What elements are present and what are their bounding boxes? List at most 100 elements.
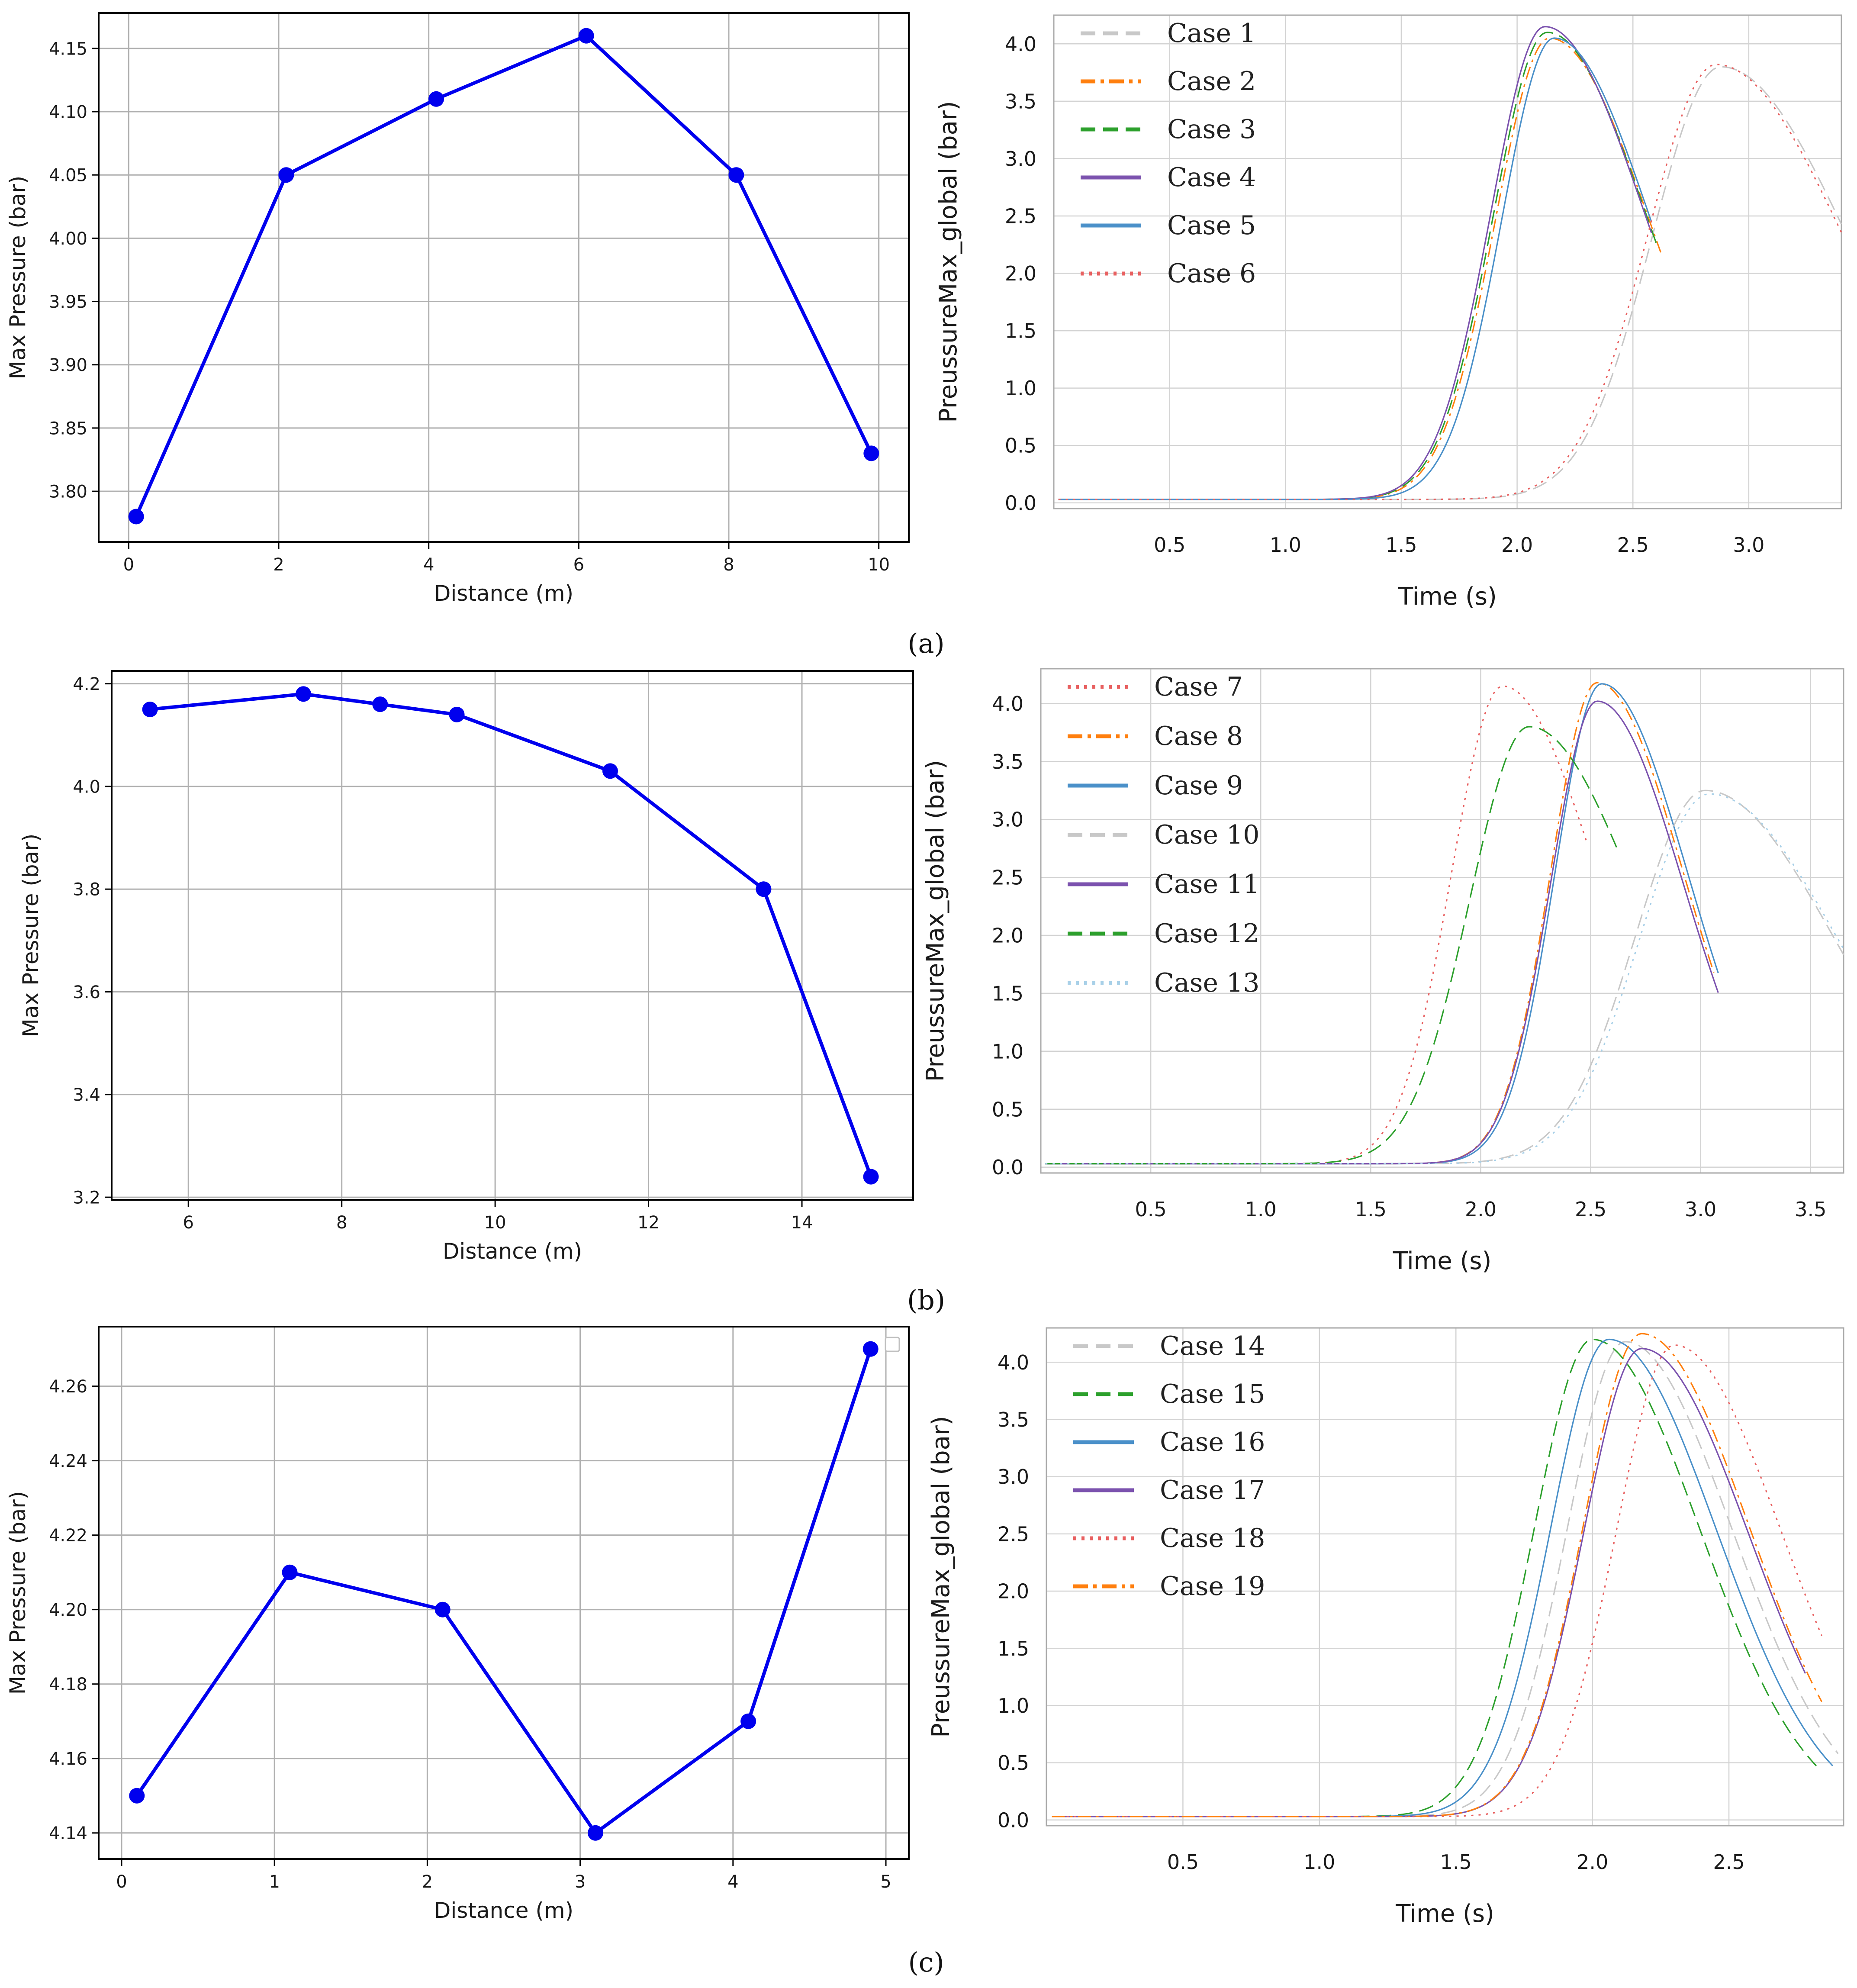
y-axis-label: PreussureMax_global (bar): [927, 1416, 955, 1738]
y-tick-label: 3.6: [73, 983, 100, 1002]
x-tick-label: 8: [723, 555, 734, 575]
legend-label: Case 14: [1160, 1331, 1265, 1361]
legend-label: Case 18: [1160, 1523, 1265, 1553]
x-tick-label: 2.0: [1577, 1850, 1608, 1874]
plot-frame: [111, 670, 914, 1201]
y-tick-label: 0.0: [1005, 491, 1036, 515]
x-axis-label: Distance (m): [443, 1239, 582, 1264]
chart-a-left: 0 2 4 6 8 10 3.80 3.85 3.90 3.95 4.00 4.05 4.10 4.15 D…: [5, 12, 910, 606]
chart-a-right: 0.5 1.0 1.5 2.0 2.5 3.0 0.0 0.5 1.0 1.5 2.0 2.5 3.0 3…: [934, 14, 1842, 611]
panel-label-a: (a): [908, 628, 944, 659]
legend-label: Case 9: [1154, 770, 1243, 801]
legend-label: Case 2: [1167, 66, 1256, 97]
x-tick-label: 4: [423, 555, 434, 575]
x-axis-label: Time (s): [1393, 1247, 1492, 1275]
y-tick-label: 1.5: [992, 982, 1023, 1005]
x-tick-label: 2.0: [1501, 533, 1533, 557]
y-tick-label: 3.95: [49, 292, 87, 312]
y-tick-label: 4.15: [49, 39, 87, 59]
data-point: [863, 1341, 879, 1357]
y-axis-label: Max Pressure (bar): [18, 834, 43, 1037]
legend-label: Case 15: [1160, 1379, 1265, 1409]
plot-frame: [1046, 1327, 1844, 1827]
series-line-case-5: [1058, 37, 1652, 500]
chart-b-left: 6 8 10 12 14 3.2 3.4 3.6 3.8 4.0 4.2 Distance (m) Ma…: [18, 670, 914, 1264]
y-tick-label: 3.0: [1005, 147, 1036, 171]
y-tick-label: 1.0: [992, 1040, 1023, 1063]
x-axis-label: Time (s): [1398, 583, 1497, 611]
x-tick-label: 6: [573, 555, 584, 575]
y-tick-label: 0.0: [998, 1808, 1029, 1832]
x-axis-label: Distance (m): [434, 581, 573, 606]
y-tick-label: 4.2: [73, 674, 100, 694]
plot-frame: [1040, 668, 1844, 1174]
y-tick-label: 3.90: [49, 355, 87, 375]
legend-label: Case 3: [1167, 114, 1256, 145]
data-point: [278, 167, 294, 183]
y-tick-label: 3.2: [73, 1188, 100, 1208]
data-line: [135, 1348, 872, 1835]
x-axis-label: Distance (m): [434, 1898, 573, 1923]
data-point: [142, 701, 158, 717]
x-tick-label: 0.5: [1154, 533, 1185, 557]
y-tick-label: 0.5: [998, 1751, 1029, 1775]
chart-c-right: 0.5 1.0 1.5 2.0 2.5 0.0 0.5 1.0 1.5 2.0 2.5 3.0 3.5 4…: [927, 1327, 1844, 1928]
series-line-case-2: [1058, 37, 1662, 500]
legend-label: Case 5: [1167, 210, 1256, 241]
legend-label: Case 12: [1154, 918, 1259, 949]
legend-label: Case 6: [1167, 258, 1256, 289]
legend-label: Case 19: [1160, 1571, 1265, 1601]
legend-label: Case 13: [1154, 968, 1259, 998]
legend-label: Case 16: [1160, 1427, 1265, 1457]
y-tick-label: 2.5: [992, 866, 1023, 889]
y-tick-label: 4.05: [49, 166, 87, 186]
y-tick-label: 4.14: [49, 1824, 87, 1843]
data-point: [372, 696, 388, 712]
x-tick-label: 3.5: [1795, 1198, 1826, 1221]
y-tick-label: 1.0: [998, 1694, 1029, 1717]
y-tick-label: 3.85: [49, 419, 87, 438]
data-point: [602, 763, 618, 779]
y-tick-label: 3.0: [998, 1465, 1029, 1489]
x-tick-label: 2.0: [1465, 1198, 1497, 1221]
x-tick-label: 2: [422, 1872, 433, 1892]
x-tick-label: 4: [727, 1872, 738, 1892]
y-tick-label: 4.22: [49, 1526, 87, 1546]
legend-label: Case 4: [1167, 162, 1256, 193]
data-point: [863, 1169, 879, 1185]
data-point: [282, 1564, 298, 1580]
x-tick-label: 0.5: [1167, 1850, 1199, 1874]
x-tick-label: 1.0: [1270, 533, 1301, 557]
chart-c-left: 0 1 2 3 4 5 4.14 4.16 4.18 4.20 4.22 4.24 4.26 Distan…: [5, 1326, 910, 1923]
data-point: [434, 1601, 451, 1617]
y-tick-label: 2.5: [998, 1522, 1029, 1546]
y-tick-label: 2.5: [1005, 205, 1036, 228]
x-tick-label: 1.5: [1385, 533, 1417, 557]
data-point: [587, 1825, 603, 1841]
y-tick-label: 3.5: [998, 1408, 1029, 1431]
y-tick-label: 4.20: [49, 1600, 87, 1620]
x-tick-label: 0: [116, 1872, 127, 1892]
x-tick-label: 3.0: [1685, 1198, 1716, 1221]
series-line-case-6: [1058, 64, 1842, 500]
x-tick-label: 8: [336, 1213, 347, 1233]
y-tick-label: 0.5: [1005, 434, 1036, 458]
chart-b-right: 0.5 1.0 1.5 2.0 2.5 3.0 3.5 0.0 0.5 1.0 1.5 2.0 2.5 3…: [921, 668, 1844, 1275]
plot-frame: [1053, 14, 1842, 509]
y-tick-label: 3.4: [73, 1085, 100, 1105]
x-tick-label: 6: [183, 1213, 193, 1233]
series-line-case-12: [1045, 726, 1618, 1165]
legend-label: Case 17: [1160, 1475, 1265, 1505]
x-tick-label: 1.5: [1355, 1198, 1387, 1221]
y-tick-label: 3.5: [992, 750, 1023, 773]
y-tick-label: 0.5: [992, 1098, 1023, 1121]
y-axis-label: Max Pressure (bar): [5, 176, 30, 380]
x-tick-label: 0: [123, 555, 134, 575]
x-tick-label: 5: [880, 1872, 891, 1892]
y-tick-label: 4.18: [49, 1675, 87, 1695]
x-axis-label: Time (s): [1395, 1900, 1494, 1928]
y-tick-label: 4.0: [73, 777, 100, 797]
x-tick-label: 3: [575, 1872, 586, 1892]
x-tick-label: 12: [637, 1213, 660, 1233]
